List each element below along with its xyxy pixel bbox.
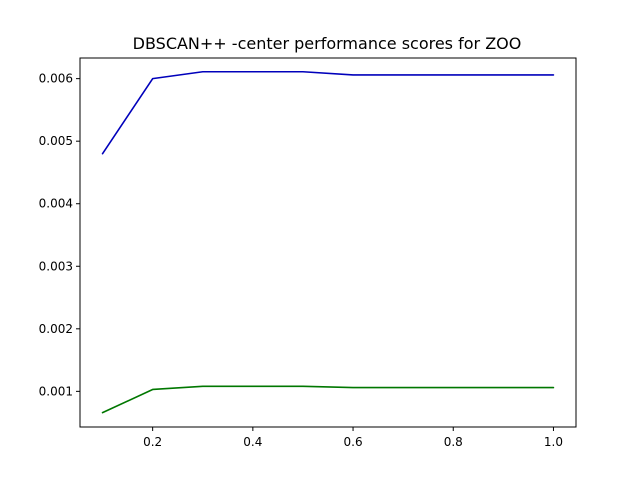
plot-frame [79, 57, 577, 428]
series-line-2 [101, 385, 555, 414]
y-axis: 0.001 0.002 0.003 0.004 0.005 0.006 [39, 72, 80, 398]
x-tick-label: 0.4 [243, 435, 262, 449]
series-layer [101, 70, 555, 414]
x-tick-label: 0.8 [444, 435, 463, 449]
x-tick-label: 1.0 [544, 435, 563, 449]
y-tick-label: 0.002 [39, 322, 73, 336]
y-tick-label: 0.004 [39, 197, 73, 211]
y-tick-label: 0.006 [39, 72, 73, 86]
x-axis: 0.2 0.4 0.6 0.8 1.0 [143, 427, 563, 449]
chart-title: DBSCAN++ -center performance scores for … [133, 34, 522, 53]
y-tick-label: 0.003 [39, 259, 73, 273]
y-tick-label: 0.005 [39, 134, 73, 148]
x-tick-label: 0.2 [143, 435, 162, 449]
series-line-1 [101, 70, 555, 155]
x-tick-label: 0.6 [344, 435, 363, 449]
y-tick-label: 0.001 [39, 384, 73, 398]
